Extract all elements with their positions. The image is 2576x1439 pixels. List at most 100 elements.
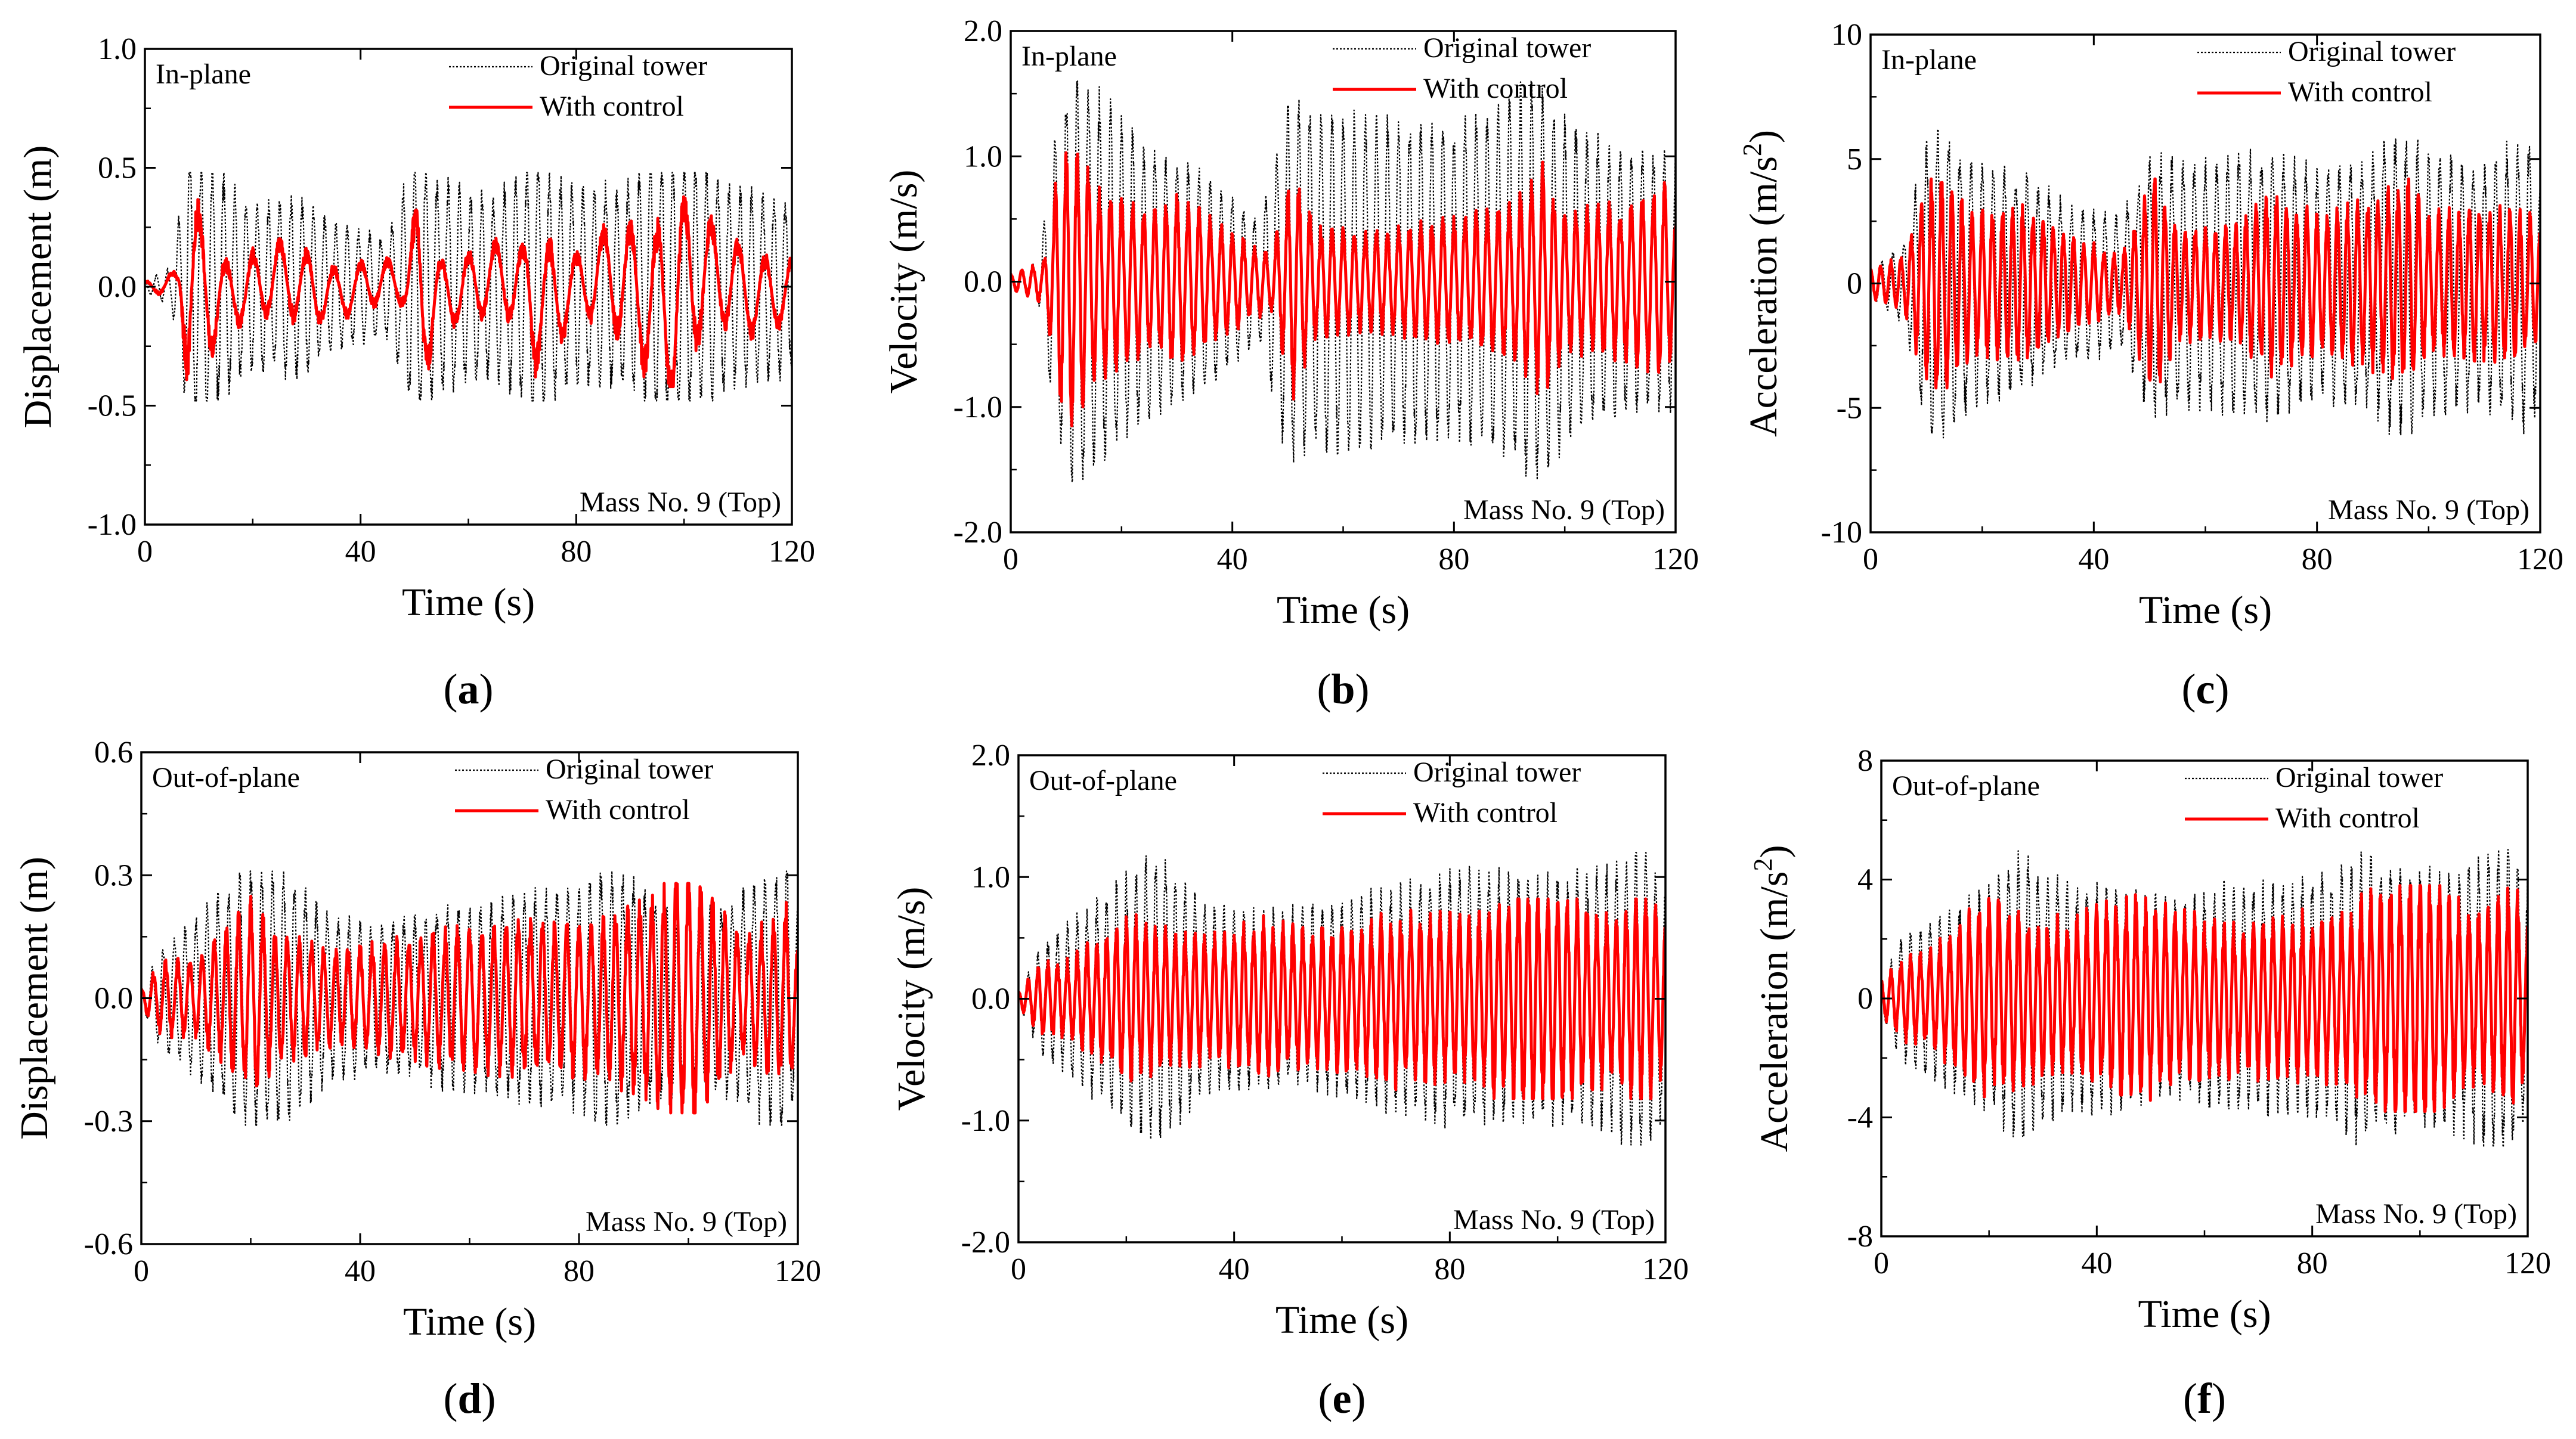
chart-panel-e: 0 40 80 120 -2.0 -1.0 0.0 1.0 2.0 Time (s) Velocit… <box>890 739 1689 1422</box>
y-tick-label: 0.5 <box>98 151 137 185</box>
panel-title: Out-of-plane <box>152 762 300 793</box>
plot-frame <box>140 751 799 1245</box>
x-tick-label: 120 <box>2504 1246 2551 1280</box>
y-axis-title-text: Acceleration (m/s <box>1753 872 1796 1152</box>
y-tick-label: 1.0 <box>964 139 1002 173</box>
y-tick-label: -0.6 <box>84 1227 133 1261</box>
y-axis-title-text: Acceleration (m/s <box>1742 156 1785 437</box>
series-line-control <box>1871 177 2540 390</box>
y-tick-label: 0.0 <box>94 982 133 1016</box>
legend-label-original: Original tower <box>2288 36 2456 67</box>
panel-caption-letter: a <box>458 665 479 713</box>
y-axis-title-text: Velocity (m/s) <box>882 170 925 394</box>
x-tick-label: 80 <box>564 1254 595 1288</box>
mass-annotation: Mass No. 9 (Top) <box>2328 494 2529 526</box>
legend-label-control: With control <box>2288 76 2432 108</box>
y-tick-label: 1.0 <box>98 32 137 66</box>
y-tick-label: 1.0 <box>971 860 1010 894</box>
series-line-control <box>1018 897 1665 1100</box>
x-tick-label: 40 <box>345 1254 376 1288</box>
y-tick-label: 10 <box>1831 18 1862 52</box>
y-axis-title-text: Displacement (m) <box>16 145 60 429</box>
panel-caption: (b) <box>1317 665 1369 713</box>
y-axis-title-text: Velocity (m/s) <box>890 887 933 1111</box>
x-tick-label: 80 <box>1434 1252 1465 1286</box>
x-tick-label: 0 <box>1011 1252 1026 1286</box>
x-tick-label: 0 <box>1003 542 1018 576</box>
y-tick-label: 5 <box>1847 142 1862 176</box>
y-tick-label: 4 <box>1857 863 1873 897</box>
x-tick-label: 80 <box>561 535 592 569</box>
y-tick-label: -10 <box>1821 516 1862 550</box>
x-tick-label: 80 <box>1438 542 1469 576</box>
series-line-original <box>1018 852 1665 1146</box>
x-tick-label: 0 <box>137 535 153 569</box>
x-tick-label: 0 <box>134 1254 149 1288</box>
legend-label-original: Original tower <box>546 753 713 785</box>
chart-panel-f: 0 40 80 120 -8 -4 0 4 8 Time (s) Acceleration (m/s… <box>1748 744 2551 1422</box>
y-tick-label: -5 <box>1837 391 1862 425</box>
panel-caption-letter: b <box>1331 665 1355 713</box>
y-tick-label: 0 <box>1847 267 1862 301</box>
x-tick-label: 120 <box>1652 542 1699 576</box>
mass-annotation: Mass No. 9 (Top) <box>580 486 781 518</box>
x-axis-title: Time (s) <box>2138 1292 2271 1336</box>
x-axis-title: Time (s) <box>1277 588 1410 632</box>
y-axis-title: Displacement (m) <box>16 145 60 429</box>
panel-caption-letter: c <box>2196 665 2215 713</box>
y-tick-label: 2.0 <box>971 739 1010 773</box>
panel-caption: (a) <box>444 665 494 713</box>
legend-label-control: With control <box>1423 73 1568 104</box>
panel-title: In-plane <box>1881 44 1977 76</box>
y-tick-label: 2.0 <box>964 14 1002 48</box>
chart-panel-c: 0 40 80 120 -10 -5 0 5 10 Time (s) Acceleration (m… <box>1738 18 2563 713</box>
y-axis-title-close: ) <box>1753 845 1796 858</box>
y-axis-title: Displacement (m) <box>13 857 56 1140</box>
plot-frame <box>1869 33 2541 534</box>
y-tick-label: -8 <box>1847 1220 1873 1254</box>
legend-label-original: Original tower <box>540 50 707 82</box>
y-axis-title-close: ) <box>1742 130 1785 143</box>
y-axis-title: Velocity (m/s) <box>890 887 933 1111</box>
x-tick-label: 80 <box>2297 1246 2328 1280</box>
panel-title: In-plane <box>156 58 251 90</box>
mass-annotation: Mass No. 9 (Top) <box>586 1206 787 1238</box>
y-axis-title: Acceleration (m/s2) <box>1738 130 1785 437</box>
x-axis-title: Time (s) <box>1275 1298 1408 1342</box>
chart-panel-d: 0 40 80 120 -0.6 -0.3 0.0 0.3 0.6 Time (s) Displac… <box>13 736 821 1422</box>
x-tick-label: 0 <box>1863 542 1878 576</box>
x-tick-label: 120 <box>1642 1252 1689 1286</box>
panel-caption-letter: f <box>2197 1375 2212 1422</box>
chart-panel-b: 0 40 80 120 -2.0 -1.0 0.0 1.0 2.0 Time (s) Velocit… <box>882 14 1699 713</box>
series-line-control <box>1011 151 1676 427</box>
series-line-original <box>1871 128 2540 439</box>
x-axis-title: Time (s) <box>402 581 535 624</box>
y-tick-label: -2.0 <box>953 516 1002 550</box>
y-tick-label: -2.0 <box>961 1226 1010 1260</box>
y-tick-label: 8 <box>1857 744 1873 778</box>
y-axis-title: Acceleration (m/s2) <box>1748 845 1796 1152</box>
x-tick-label: 40 <box>1219 1252 1250 1286</box>
series-line-original <box>1011 80 1676 483</box>
x-tick-label: 0 <box>1874 1246 1889 1280</box>
legend-label-original: Original tower <box>2275 762 2443 793</box>
series-line-original <box>145 172 792 402</box>
y-axis-title-superscript: 2 <box>1748 858 1778 872</box>
y-tick-label: -1.0 <box>961 1104 1010 1138</box>
y-tick-label: 0.3 <box>94 858 133 892</box>
y-axis-title: Velocity (m/s) <box>882 170 925 394</box>
series-line-control <box>145 195 792 389</box>
legend-label-control: With control <box>546 794 690 826</box>
y-tick-label: -0.3 <box>84 1105 133 1139</box>
x-tick-label: 40 <box>345 535 376 569</box>
x-tick-label: 40 <box>1217 542 1248 576</box>
mass-annotation: Mass No. 9 (Top) <box>1463 494 1665 526</box>
panel-title: Out-of-plane <box>1892 770 2040 802</box>
x-tick-label: 120 <box>775 1254 821 1288</box>
x-tick-label: 40 <box>2081 1246 2112 1280</box>
panel-title: In-plane <box>1021 41 1117 72</box>
y-tick-label: 0.6 <box>94 736 133 770</box>
x-tick-label: 120 <box>2517 542 2563 576</box>
y-tick-label: -1.0 <box>953 390 1002 424</box>
